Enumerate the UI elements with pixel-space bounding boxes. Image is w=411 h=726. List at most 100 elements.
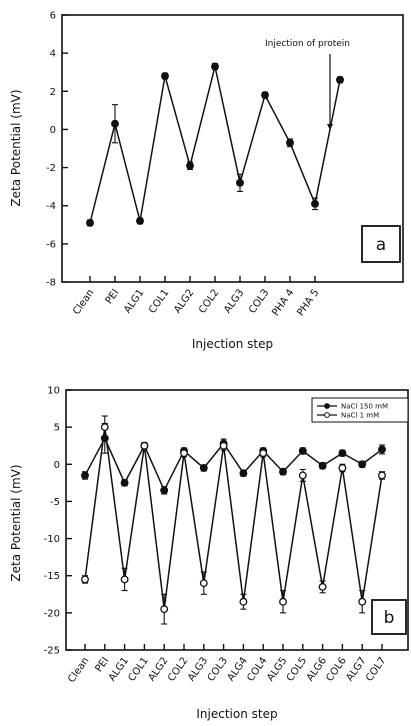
data-point <box>219 441 228 450</box>
y-tick-label: -4 <box>46 201 56 212</box>
plot-frame <box>65 389 409 651</box>
data-point <box>358 597 367 606</box>
annotation-arrowhead <box>327 124 333 130</box>
x-tick-label: COL3 <box>247 287 271 315</box>
annotation-text: Injection of protein <box>265 39 350 49</box>
data-point <box>199 464 208 472</box>
data-point <box>140 441 149 450</box>
x-tick-label: Clean <box>66 655 91 685</box>
data-point <box>160 486 169 495</box>
legend-entry: NaCl 150 mM <box>341 403 388 411</box>
y-tick-label: -10 <box>44 534 60 545</box>
x-tick-label: ALG6 <box>305 655 329 683</box>
data-point <box>211 62 219 71</box>
data-point <box>298 471 307 480</box>
x-axis-label: Injection step <box>196 707 277 721</box>
y-tick-label: -8 <box>46 278 56 289</box>
x-tick-label: ALG3 <box>186 655 210 683</box>
data-point <box>286 138 294 147</box>
x-tick-label: ALG2 <box>172 287 196 315</box>
x-tick-label: COL4 <box>245 655 269 683</box>
panel-a-chart: -8 -6 -4 -2 0 2 4 6 Clean PEI ALG1 COL1 ALG2 COL2 ALG3… <box>9 11 404 351</box>
data-point <box>120 575 129 584</box>
data-point <box>378 445 386 454</box>
data-point <box>261 91 269 100</box>
legend-entry: NaCl 1 mM <box>341 412 379 420</box>
x-tick-label: COL2 <box>197 287 221 315</box>
panel-label: b <box>384 608 395 628</box>
series-line <box>89 66 341 224</box>
y-tick-label: 0 <box>50 125 56 136</box>
legend-marker <box>324 412 330 418</box>
y-tick-label: 0 <box>54 460 60 471</box>
y-tick-label: 4 <box>50 49 56 60</box>
x-tick-label: PHA 4 <box>270 287 296 318</box>
y-axis-label: Zeta Potential (mV) <box>9 89 23 206</box>
data-point <box>81 471 89 480</box>
data-point <box>378 471 386 480</box>
y-tick-label: -20 <box>44 608 60 619</box>
x-tick-label: ALG7 <box>344 655 368 683</box>
panel-label: a <box>376 235 386 255</box>
y-tick-label: 6 <box>50 11 56 22</box>
y-tick-label: -6 <box>46 239 56 250</box>
legend-marker <box>324 403 330 409</box>
panel-label-box <box>361 225 401 263</box>
x-tick-label: ALG4 <box>226 655 250 683</box>
data-point <box>259 449 268 458</box>
data-point <box>336 75 344 84</box>
data-point <box>358 460 367 469</box>
x-tick-label: PEI <box>104 287 122 306</box>
x-tick-label: ALG3 <box>222 287 246 315</box>
legend-box <box>311 397 409 423</box>
x-tick-label: Clean <box>71 287 96 317</box>
series-line <box>84 427 383 610</box>
x-tick-label: COL1 <box>126 655 150 683</box>
x-tick-label: COL6 <box>324 655 348 683</box>
data-point <box>86 218 94 227</box>
y-tick-label: 5 <box>54 423 60 434</box>
data-point <box>236 178 244 187</box>
data-point <box>279 597 287 606</box>
data-point <box>279 467 287 476</box>
x-tick-label: ALG1 <box>107 655 131 683</box>
y-tick-label: -2 <box>46 163 56 174</box>
data-point <box>318 582 327 591</box>
series-line <box>84 436 383 493</box>
x-tick-label: ALG2 <box>146 655 170 683</box>
data-point <box>338 449 347 458</box>
x-tick-label: COL3 <box>206 655 230 683</box>
data-point <box>239 597 248 606</box>
y-tick-label: 2 <box>50 87 56 98</box>
data-point <box>318 461 327 470</box>
y-tick-label: -15 <box>44 571 60 582</box>
data-point <box>239 469 248 478</box>
x-tick-label: ALG5 <box>265 655 289 683</box>
data-point <box>311 199 319 208</box>
x-tick-label: PHA 5 <box>295 287 321 318</box>
y-tick-label: -5 <box>50 497 60 508</box>
data-point <box>161 72 169 80</box>
data-point <box>180 449 188 458</box>
x-tick-label: COL5 <box>285 655 309 683</box>
y-tick-label: 10 <box>47 386 60 397</box>
x-tick-label: COL7 <box>364 655 388 683</box>
x-tick-label: COL2 <box>166 655 190 683</box>
data-point <box>111 119 119 128</box>
x-tick-label: PEI <box>93 655 111 674</box>
data-point <box>136 217 144 225</box>
data-point <box>298 446 307 455</box>
y-axis-label: Zeta Potential (mV) <box>9 464 23 581</box>
data-point <box>100 423 109 432</box>
data-point <box>186 161 194 170</box>
data-point <box>81 575 89 584</box>
x-tick-label: COL1 <box>147 287 171 315</box>
data-point <box>338 464 347 472</box>
panel-label-box <box>371 599 407 635</box>
data-point <box>199 579 208 588</box>
x-axis-label: Injection step <box>192 337 273 351</box>
y-tick-label: -25 <box>44 646 60 657</box>
x-tick-label: ALG1 <box>122 287 146 315</box>
